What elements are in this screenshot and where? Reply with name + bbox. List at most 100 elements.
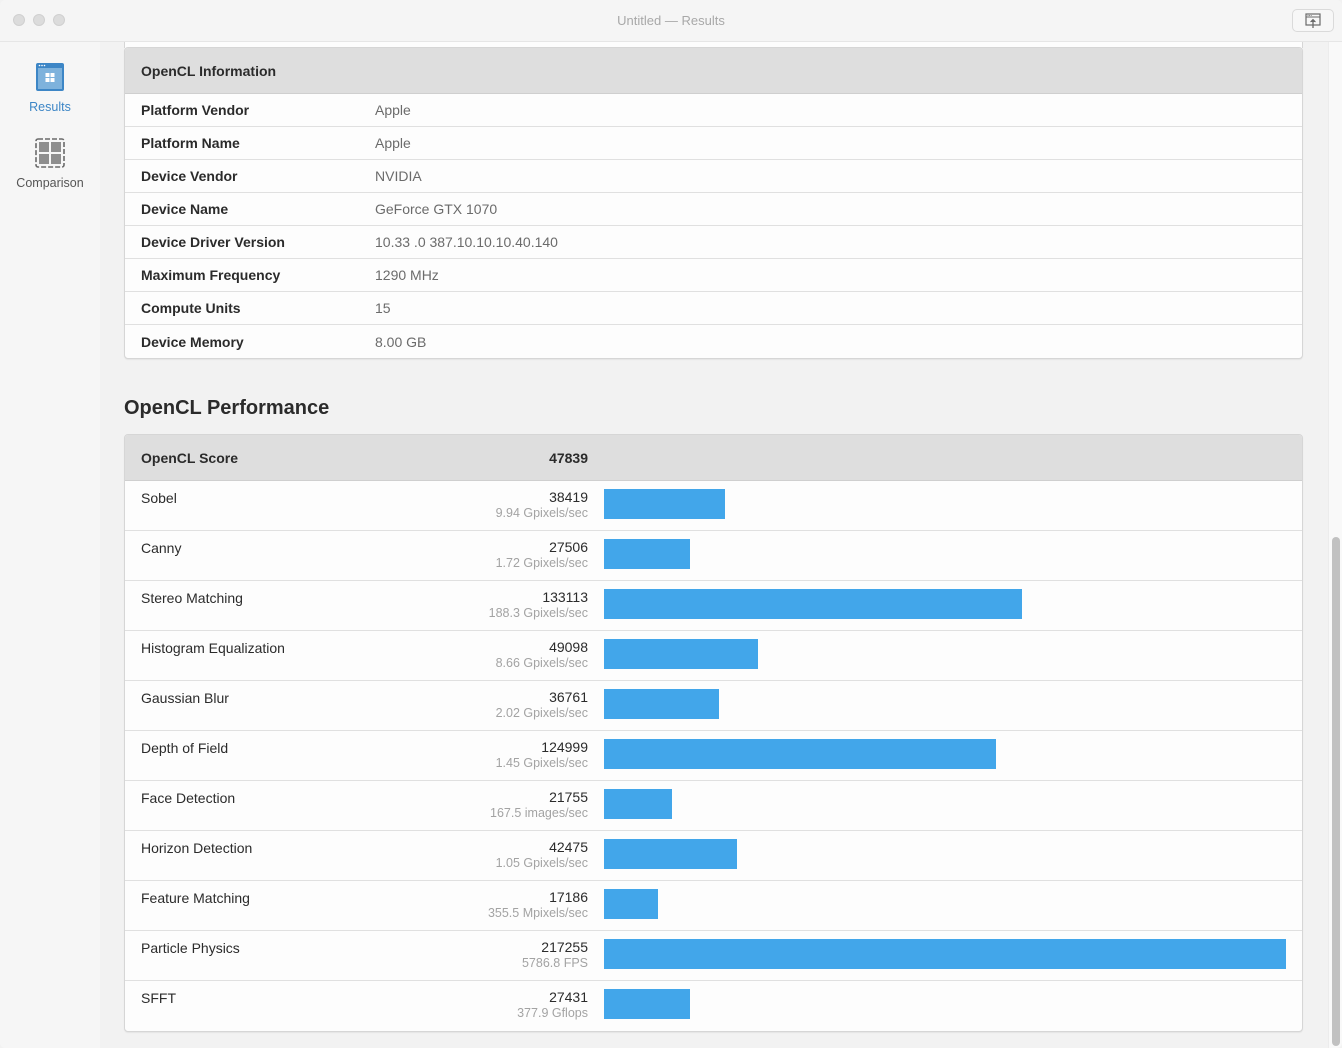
benchmark-rate: 1.05 Gpixels/sec: [495, 856, 588, 870]
performance-row: Canny 27506 1.72 Gpixels/sec: [125, 531, 1302, 581]
info-row: Compute Units 15: [125, 292, 1302, 325]
benchmark-rate: 2.02 Gpixels/sec: [495, 706, 588, 720]
opencl-score-header: OpenCL Score 47839: [125, 435, 1302, 481]
benchmark-name: Canny: [141, 540, 182, 556]
minimize-window-button[interactable]: [33, 14, 45, 26]
benchmark-score: 124999: [541, 739, 588, 755]
info-key: Platform Name: [141, 135, 240, 151]
benchmark-score: 49098: [549, 639, 588, 655]
info-key: Device Memory: [141, 333, 244, 350]
benchmark-rate: 1.72 Gpixels/sec: [495, 556, 588, 570]
performance-row: Sobel 38419 9.94 Gpixels/sec: [125, 481, 1302, 531]
opencl-performance-card: OpenCL Score 47839 Sobel 38419 9.94 Gpixel…: [124, 434, 1303, 1032]
benchmark-rate: 5786.8 FPS: [521, 956, 588, 970]
benchmark-bar: [604, 989, 690, 1019]
info-key: Platform Vendor: [141, 102, 250, 118]
benchmark-score: 38419: [549, 489, 588, 505]
share-button[interactable]: [1292, 9, 1334, 32]
benchmark-bar: [604, 689, 719, 719]
vertical-scrollbar[interactable]: [1328, 42, 1342, 1048]
performance-row: Stereo Matching 133113 188.3 Gpixels/sec: [125, 581, 1302, 631]
performance-rows: Sobel 38419 9.94 Gpixels/sec Canny 27506 1.72…: [125, 481, 1302, 1031]
sidebar-item-comparison[interactable]: Comparison: [0, 138, 100, 190]
benchmark-bar: [604, 489, 725, 519]
info-row: Device Vendor NVIDIA: [125, 160, 1302, 193]
benchmark-score: 21755: [549, 789, 588, 805]
opencl-score-value: 47839: [549, 449, 588, 466]
benchmark-score: 133113: [542, 589, 588, 605]
benchmark-bar: [604, 839, 737, 869]
benchmark-score: 42475: [549, 839, 588, 855]
opencl-information-card: OpenCL Information Platform Vendor Apple P…: [124, 47, 1303, 359]
benchmark-name: Depth of Field: [141, 740, 229, 756]
sidebar-item-label: Results: [29, 100, 71, 114]
benchmark-name: Feature Matching: [141, 890, 250, 906]
benchmark-name: Face Detection: [141, 790, 236, 806]
benchmark-score: 27431: [549, 989, 588, 1005]
info-key: Compute Units: [141, 300, 241, 316]
benchmark-name: Histogram Equalization: [141, 640, 285, 656]
benchmark-rate: 8.66 Gpixels/sec: [495, 656, 588, 670]
benchmark-rate: 355.5 Mpixels/sec: [487, 906, 588, 920]
benchmark-bar: [604, 889, 658, 919]
info-value: NVIDIA: [375, 168, 422, 184]
opencl-performance-title: OpenCL Performance: [124, 397, 330, 419]
info-row: Maximum Frequency 1290 MHz: [125, 259, 1302, 292]
info-row: Device Driver Version 10.33 .0 387.10.10.…: [125, 226, 1302, 259]
benchmark-bar: [604, 589, 1022, 619]
sidebar: Results Comparison: [0, 42, 100, 1048]
sidebar-item-results[interactable]: Results: [0, 62, 100, 114]
benchmark-rate: 1.45 Gpixels/sec: [495, 756, 588, 770]
performance-row: Face Detection 21755 167.5 images/sec: [125, 781, 1302, 831]
performance-row: Gaussian Blur 36761 2.02 Gpixels/sec: [125, 681, 1302, 731]
info-value: 1290 MHz: [375, 267, 439, 283]
close-window-button[interactable]: [13, 14, 25, 26]
performance-row: Histogram Equalization 49098 8.66 Gpixels/…: [125, 631, 1302, 681]
title-bar: Untitled — Results: [0, 0, 1342, 42]
info-row: Platform Vendor Apple: [125, 94, 1302, 127]
comparison-icon: [35, 138, 65, 168]
results-icon: [36, 63, 64, 91]
benchmark-bar: [604, 739, 996, 769]
info-row: Device Name GeForce GTX 1070: [125, 193, 1302, 226]
benchmark-rate: 9.94 Gpixels/sec: [495, 506, 588, 520]
performance-row: Feature Matching 17186 355.5 Mpixels/sec: [125, 881, 1302, 931]
benchmark-name: Particle Physics: [141, 940, 240, 956]
benchmark-name: Horizon Detection: [141, 840, 253, 856]
zoom-window-button[interactable]: [53, 14, 65, 26]
opencl-information-header: OpenCL Information: [125, 48, 1302, 94]
info-value: 10.33 .0 387.10.10.10.40.140: [375, 234, 558, 250]
info-key: Device Driver Version: [141, 234, 285, 250]
performance-row: Depth of Field 124999 1.45 Gpixels/sec: [125, 731, 1302, 781]
benchmark-name: Gaussian Blur: [141, 690, 229, 706]
benchmark-score: 36761: [549, 689, 588, 705]
benchmark-rate: 377.9 Gflops: [517, 1006, 588, 1020]
results-content: OpenCL Information Platform Vendor Apple P…: [100, 42, 1328, 1048]
benchmark-score: 27506: [549, 539, 588, 555]
benchmark-name: Sobel: [141, 490, 177, 506]
benchmark-bar: [604, 939, 1286, 969]
opencl-score-label: OpenCL Score: [141, 449, 238, 466]
benchmark-score: 17186: [549, 889, 588, 905]
info-key: Maximum Frequency: [141, 267, 281, 283]
info-value: 15: [375, 300, 391, 316]
benchmark-bar: [604, 639, 758, 669]
info-value: GeForce GTX 1070: [375, 201, 498, 217]
benchmark-bar: [604, 789, 672, 819]
benchmark-rate: 167.5 images/sec: [490, 806, 588, 820]
info-rows: Platform Vendor Apple Platform Name Apple De…: [125, 94, 1302, 358]
info-key: Device Name: [141, 201, 229, 217]
benchmark-score: 217255: [541, 939, 588, 955]
benchmark-name: Stereo Matching: [141, 590, 243, 606]
benchmark-name: SFFT: [141, 990, 176, 1006]
info-value: Apple: [375, 102, 411, 118]
performance-row: Particle Physics 217255 5786.8 FPS: [125, 931, 1302, 981]
previous-card-bottom: [124, 42, 1303, 48]
sidebar-item-label: Comparison: [16, 176, 84, 190]
info-value: Apple: [375, 135, 411, 151]
scrollbar-thumb[interactable]: [1332, 537, 1340, 1046]
info-value: 8.00 GB: [375, 333, 427, 350]
performance-row: SFFT 27431 377.9 Gflops: [125, 981, 1302, 1031]
info-row: Device Memory 8.00 GB: [125, 325, 1302, 358]
